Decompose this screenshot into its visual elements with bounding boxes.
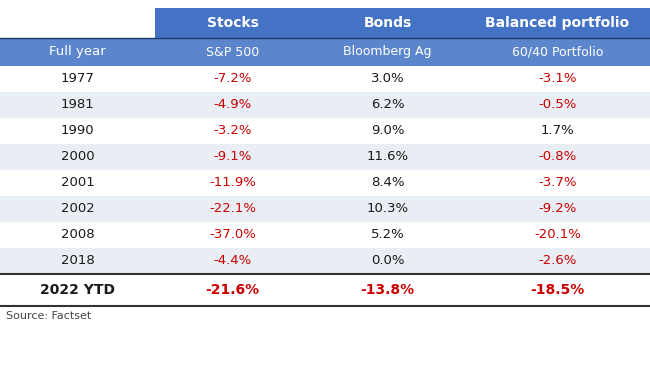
Text: 0.0%: 0.0% xyxy=(370,255,404,268)
Bar xyxy=(465,8,650,38)
Text: -4.9%: -4.9% xyxy=(213,98,252,111)
Bar xyxy=(0,66,650,92)
Text: Source: Factset: Source: Factset xyxy=(6,311,91,321)
Bar xyxy=(155,8,310,38)
Text: 3.0%: 3.0% xyxy=(370,73,404,86)
Bar xyxy=(0,248,650,274)
Text: -0.8%: -0.8% xyxy=(538,150,577,163)
Bar xyxy=(0,196,650,222)
Text: -9.2%: -9.2% xyxy=(538,203,577,215)
Bar xyxy=(0,274,650,306)
Bar xyxy=(465,38,650,66)
Text: 2018: 2018 xyxy=(60,255,94,268)
Text: -37.0%: -37.0% xyxy=(209,228,256,242)
Text: Bonds: Bonds xyxy=(363,16,411,30)
Text: Balanced portfolio: Balanced portfolio xyxy=(486,16,630,30)
Text: 10.3%: 10.3% xyxy=(367,203,409,215)
Text: 2008: 2008 xyxy=(60,228,94,242)
Bar xyxy=(0,170,650,196)
Text: -2.6%: -2.6% xyxy=(538,255,577,268)
Text: 1990: 1990 xyxy=(60,125,94,138)
Text: 8.4%: 8.4% xyxy=(370,176,404,190)
Text: 2000: 2000 xyxy=(60,150,94,163)
Bar xyxy=(310,38,465,66)
Bar xyxy=(310,8,465,38)
Text: -18.5%: -18.5% xyxy=(530,283,584,297)
Text: 1981: 1981 xyxy=(60,98,94,111)
Text: 1977: 1977 xyxy=(60,73,94,86)
Bar xyxy=(0,144,650,170)
Text: 1.7%: 1.7% xyxy=(541,125,575,138)
Text: -9.1%: -9.1% xyxy=(213,150,252,163)
Text: 2001: 2001 xyxy=(60,176,94,190)
Text: Full year: Full year xyxy=(49,46,106,59)
Bar xyxy=(0,222,650,248)
Text: Bloomberg Ag: Bloomberg Ag xyxy=(343,46,432,59)
Text: -3.1%: -3.1% xyxy=(538,73,577,86)
Text: -4.4%: -4.4% xyxy=(213,255,252,268)
Text: Stocks: Stocks xyxy=(207,16,259,30)
Text: -11.9%: -11.9% xyxy=(209,176,256,190)
Text: -21.6%: -21.6% xyxy=(205,283,259,297)
Text: 2002: 2002 xyxy=(60,203,94,215)
Text: -0.5%: -0.5% xyxy=(538,98,577,111)
Text: 6.2%: 6.2% xyxy=(370,98,404,111)
Text: -13.8%: -13.8% xyxy=(361,283,415,297)
Text: 9.0%: 9.0% xyxy=(370,125,404,138)
Text: -3.7%: -3.7% xyxy=(538,176,577,190)
Text: 60/40 Portfolio: 60/40 Portfolio xyxy=(512,46,603,59)
Text: -7.2%: -7.2% xyxy=(213,73,252,86)
Text: -3.2%: -3.2% xyxy=(213,125,252,138)
Bar xyxy=(155,38,310,66)
Text: S&P 500: S&P 500 xyxy=(206,46,259,59)
Text: -20.1%: -20.1% xyxy=(534,228,581,242)
Bar xyxy=(0,8,155,38)
Text: 11.6%: 11.6% xyxy=(367,150,409,163)
Text: -22.1%: -22.1% xyxy=(209,203,256,215)
Bar xyxy=(0,38,155,66)
Bar xyxy=(0,92,650,118)
Text: 5.2%: 5.2% xyxy=(370,228,404,242)
Bar xyxy=(0,118,650,144)
Text: 2022 YTD: 2022 YTD xyxy=(40,283,115,297)
